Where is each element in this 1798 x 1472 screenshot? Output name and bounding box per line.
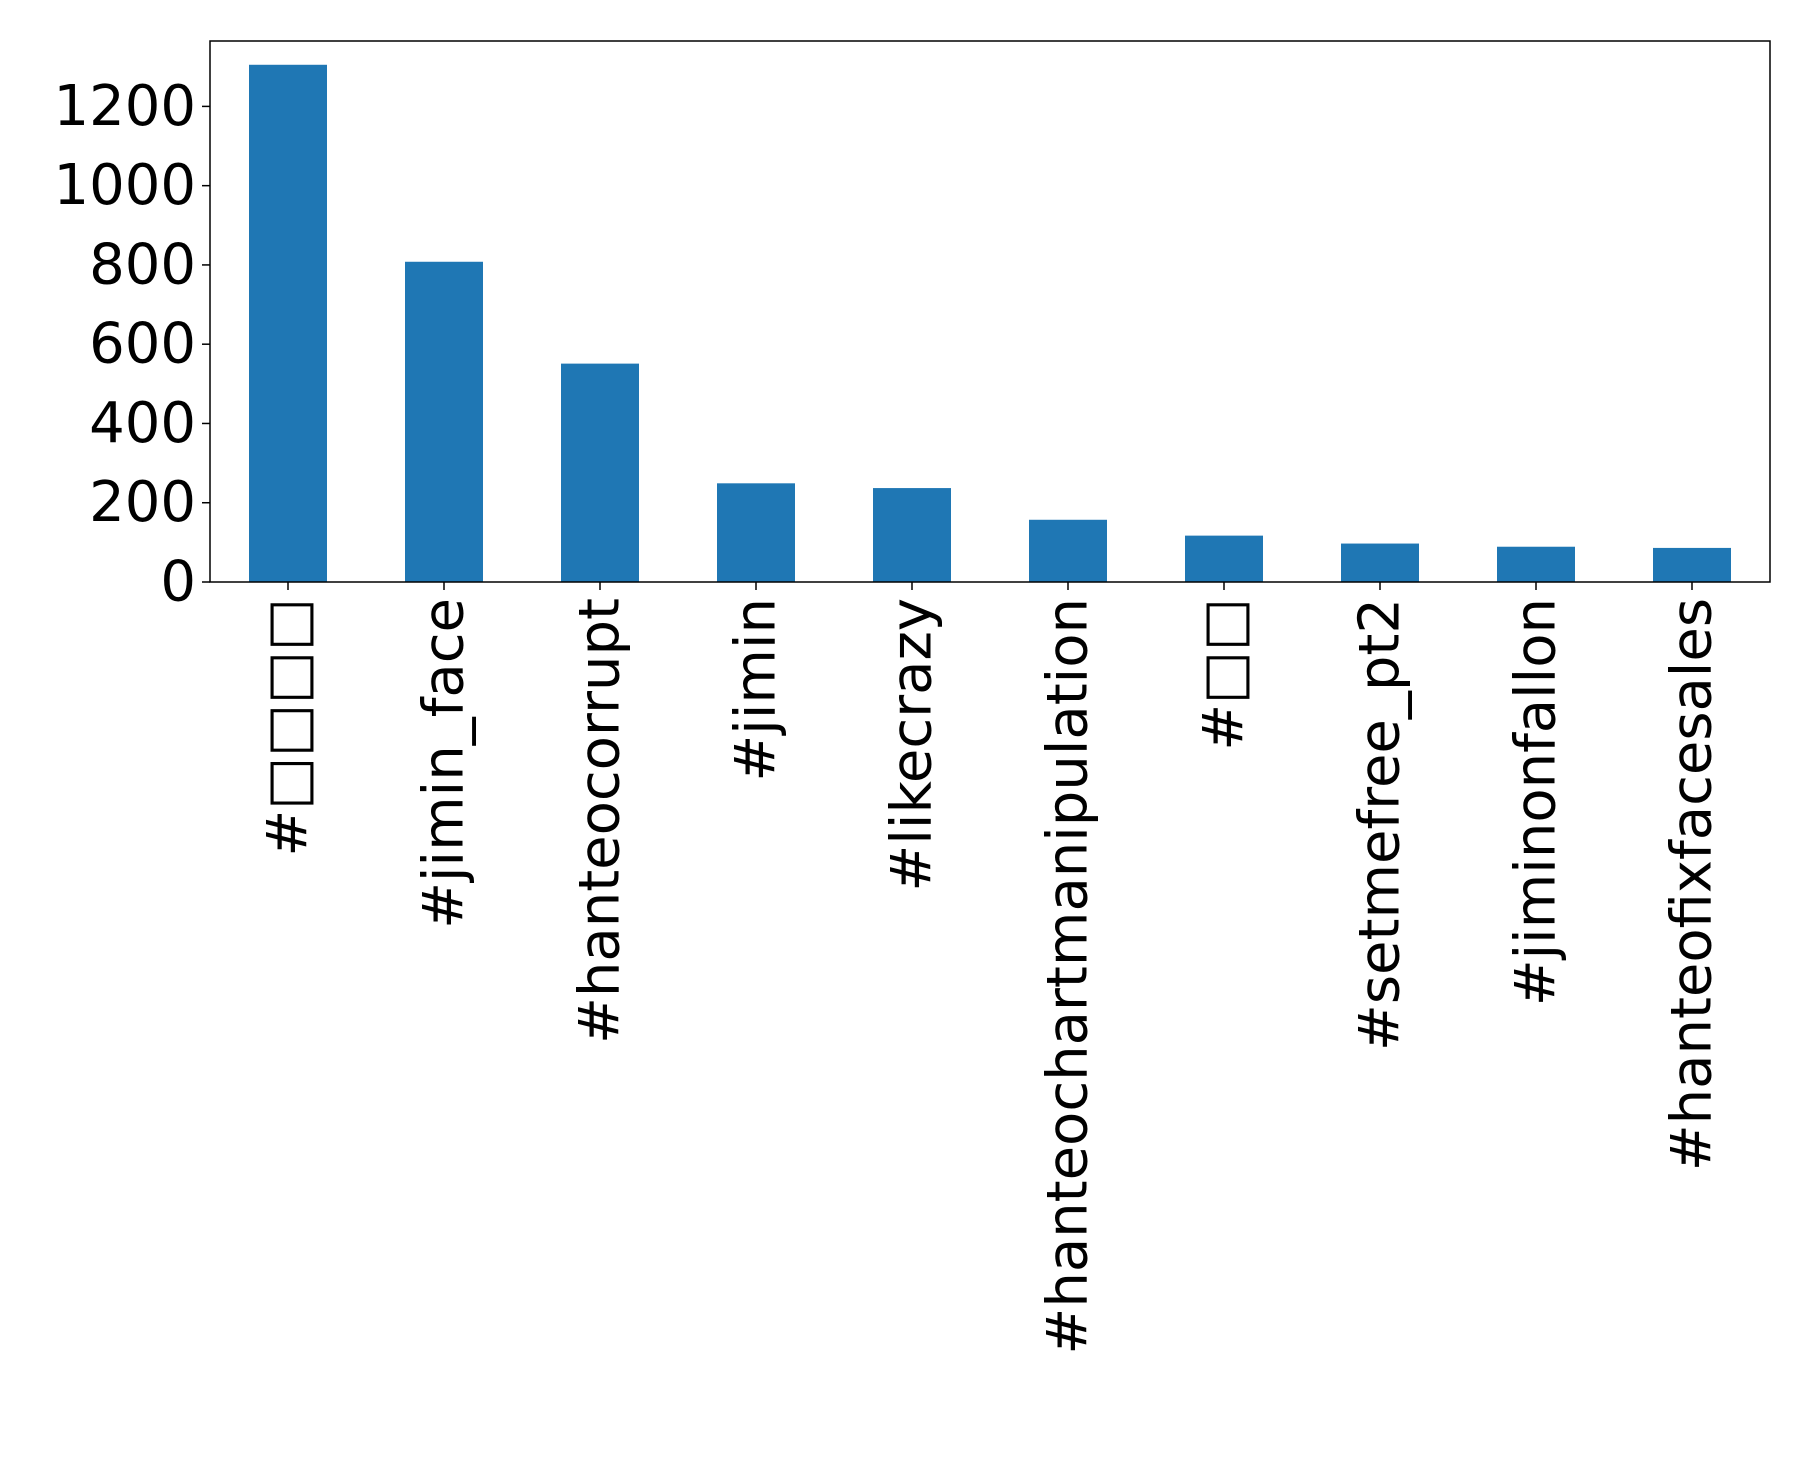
x-tick-label: #hanteofixfacesales <box>1660 598 1725 1171</box>
bar-4 <box>873 488 951 582</box>
y-tick-label: 600 <box>89 312 196 377</box>
y-tick-label: 1200 <box>53 74 196 139</box>
x-tick-label: #hanteochartmanipulation <box>1036 598 1101 1355</box>
y-tick-label: 1000 <box>53 153 196 218</box>
x-tick-label: #□□ <box>1192 598 1257 751</box>
bar-1 <box>405 261 483 582</box>
x-tick-label: #jimin_face <box>412 598 477 929</box>
bar-8 <box>1497 546 1575 582</box>
plot-frame <box>209 40 1771 583</box>
x-tick-label: #setmefree_pt2 <box>1348 598 1413 1051</box>
bar-2 <box>561 363 639 582</box>
y-tick-label: 0 <box>160 550 196 615</box>
bar-5 <box>1029 519 1107 582</box>
bars-group <box>249 64 1731 583</box>
bar-3 <box>717 483 795 582</box>
x-axis: #□□□□ #jimin_face #hanteocorrupt #jimin #lik… <box>256 582 1725 1355</box>
y-tick-label: 200 <box>89 470 196 535</box>
x-tick-label: #jimin <box>724 598 789 782</box>
bar-6 <box>1185 535 1263 582</box>
x-tick-label: #□□□□ <box>256 598 321 857</box>
x-tick-label: #jiminonfallon <box>1504 598 1569 1006</box>
x-tick-label: #likecrazy <box>880 598 945 892</box>
bar-0 <box>249 64 327 583</box>
bar-7 <box>1341 543 1419 582</box>
y-axis: 0 200 400 600 800 1000 1200 <box>53 74 210 615</box>
x-tick-label: #hanteocorrupt <box>568 598 633 1044</box>
y-tick-label: 400 <box>89 391 196 456</box>
bar-9 <box>1653 547 1731 582</box>
y-tick-label: 800 <box>89 232 196 297</box>
